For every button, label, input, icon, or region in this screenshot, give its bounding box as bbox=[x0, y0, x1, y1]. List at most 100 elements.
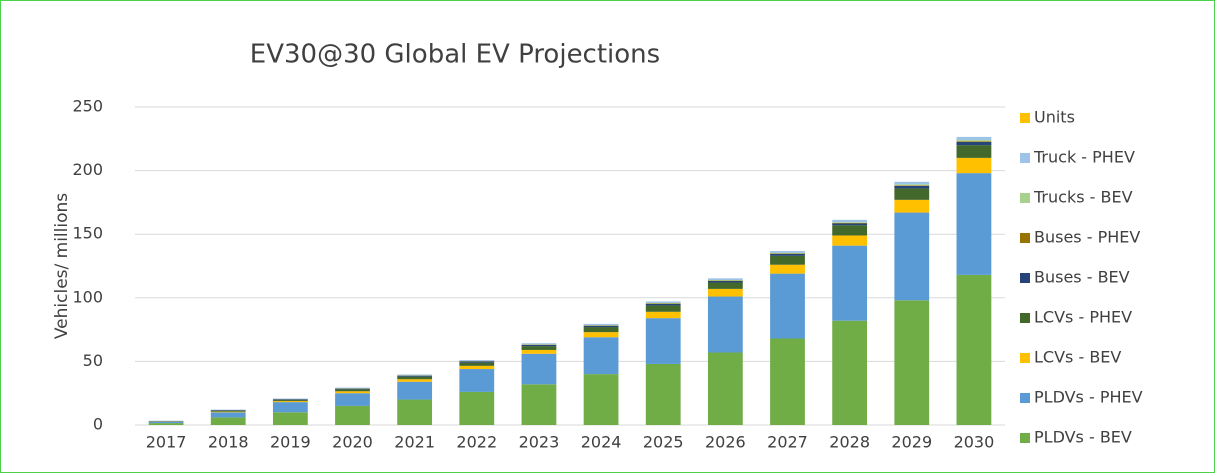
y-tick-label: 150 bbox=[72, 224, 103, 243]
bar-segment bbox=[707, 281, 743, 283]
y-tick-label: 0 bbox=[93, 415, 103, 434]
bar-segment bbox=[583, 332, 619, 338]
legend-label: LCVs - PHEV bbox=[1034, 308, 1132, 327]
bar-segment bbox=[707, 296, 743, 353]
bar-segment bbox=[894, 185, 930, 189]
bar-segment bbox=[707, 352, 743, 425]
legend-label: LCVs - BEV bbox=[1034, 348, 1121, 367]
bar-segment bbox=[770, 273, 805, 339]
bar-segment bbox=[645, 318, 681, 364]
bar-segment bbox=[645, 363, 681, 425]
bar-segment bbox=[645, 301, 681, 304]
bar-segment bbox=[272, 412, 308, 425]
bar-segment bbox=[210, 411, 246, 413]
bar-segment bbox=[521, 346, 557, 350]
bar-segment bbox=[583, 325, 619, 328]
bar-segment bbox=[645, 311, 681, 319]
bar-segment bbox=[397, 376, 433, 380]
x-tick-label: 2029 bbox=[891, 433, 932, 452]
bar-segment bbox=[894, 212, 930, 301]
x-tick-label: 2025 bbox=[643, 433, 684, 452]
bar-segment bbox=[770, 252, 805, 254]
bar-segment bbox=[832, 235, 868, 246]
bar-segment bbox=[210, 411, 246, 412]
bar-segment bbox=[894, 185, 930, 186]
bar-segment bbox=[583, 327, 619, 333]
bar-segment bbox=[335, 388, 370, 390]
bar-segment bbox=[707, 279, 743, 281]
bar-segment bbox=[521, 384, 557, 425]
legend-swatch bbox=[1020, 233, 1030, 243]
bar-segment bbox=[397, 381, 433, 400]
legend-swatch bbox=[1020, 153, 1030, 163]
bar-segment bbox=[272, 402, 308, 413]
bar-segment bbox=[148, 423, 184, 425]
bar-segment bbox=[583, 337, 619, 375]
bar-segment bbox=[210, 412, 246, 418]
bar-segment bbox=[770, 264, 805, 274]
bar-segment bbox=[956, 157, 992, 174]
y-tick-label: 100 bbox=[72, 287, 103, 306]
bar-segment bbox=[210, 417, 246, 425]
legend-label: Buses - BEV bbox=[1034, 268, 1130, 287]
bar-segment bbox=[397, 374, 433, 376]
bar-segment bbox=[707, 278, 743, 280]
bar-segment bbox=[832, 320, 868, 425]
bar-segment bbox=[397, 375, 433, 377]
bar-segment bbox=[459, 391, 495, 425]
bar-segment bbox=[645, 305, 681, 312]
x-tick-label: 2017 bbox=[146, 433, 187, 452]
bar-segment bbox=[459, 362, 495, 366]
bar-segment bbox=[272, 398, 308, 400]
x-tick-label: 2027 bbox=[767, 433, 808, 452]
x-tick-label: 2022 bbox=[456, 433, 497, 452]
bar-segment bbox=[956, 173, 992, 275]
bar-segment bbox=[459, 360, 495, 361]
legend-label: Units bbox=[1034, 108, 1075, 127]
bar-segment bbox=[707, 282, 743, 289]
bar-segment bbox=[148, 421, 184, 424]
y-tick-label: 50 bbox=[83, 351, 103, 370]
bar-segment bbox=[894, 199, 930, 213]
x-tick-label: 2026 bbox=[705, 433, 746, 452]
bar-segment bbox=[894, 181, 930, 185]
bar-segment bbox=[521, 349, 557, 354]
bar-segment bbox=[521, 344, 557, 347]
y-tick-label: 250 bbox=[72, 97, 103, 116]
bar-segment bbox=[459, 365, 495, 370]
legend-swatch bbox=[1020, 313, 1030, 323]
bar-segment bbox=[956, 141, 992, 142]
legend-swatch bbox=[1020, 273, 1030, 283]
legend-label: PLDVs - PHEV bbox=[1034, 388, 1143, 407]
x-tick-label: 2024 bbox=[581, 433, 622, 452]
y-axis-label: Vehicles/ millions bbox=[52, 193, 72, 339]
bar-segment bbox=[335, 393, 370, 406]
bar-segment bbox=[210, 410, 246, 412]
x-tick-label: 2018 bbox=[208, 433, 249, 452]
x-tick-label: 2028 bbox=[829, 433, 870, 452]
bar-segment bbox=[521, 353, 557, 385]
bar-segment bbox=[832, 223, 868, 226]
bar-segment bbox=[894, 300, 930, 425]
bar-segment bbox=[335, 405, 370, 425]
legend-swatch bbox=[1020, 353, 1030, 363]
bar-segment bbox=[770, 255, 805, 265]
bar-segment bbox=[956, 141, 992, 146]
bar-segment bbox=[956, 274, 992, 425]
bar-segment bbox=[770, 253, 805, 256]
y-tick-label: 200 bbox=[72, 160, 103, 179]
bar-segment bbox=[521, 343, 557, 345]
bar-segment bbox=[894, 184, 930, 186]
x-tick-label: 2021 bbox=[394, 433, 435, 452]
bar-segment bbox=[335, 389, 370, 392]
bar-segment bbox=[832, 225, 868, 236]
bar-segment bbox=[335, 391, 370, 394]
bar-segment bbox=[832, 222, 868, 223]
x-tick-label: 2023 bbox=[519, 433, 560, 452]
bar-segment bbox=[459, 369, 495, 392]
bar-segment bbox=[272, 399, 308, 401]
legend-swatch bbox=[1020, 193, 1030, 203]
bar-segment bbox=[770, 250, 805, 253]
